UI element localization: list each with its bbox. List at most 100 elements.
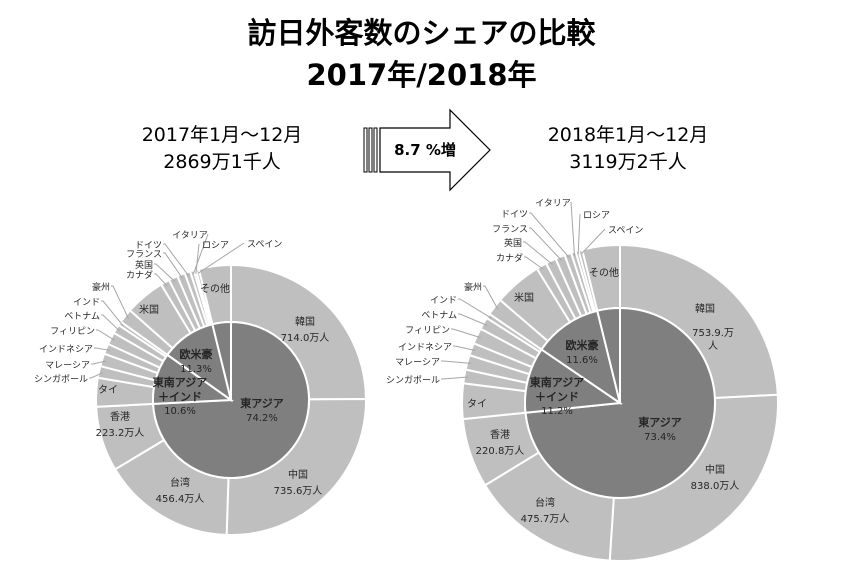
inner-label: 東南アジア＋インド [530, 375, 585, 403]
growth-rate-label: 8.7 %増 [394, 141, 456, 159]
outer-label: ロシア [583, 211, 610, 221]
outer-label: シンガポール [34, 374, 88, 385]
leader-line [580, 228, 606, 255]
leader-line [94, 347, 110, 351]
inner-slice-その他 [596, 306, 621, 404]
outer-label: 香港 [490, 429, 510, 441]
outer-label: フィリピン [50, 326, 95, 337]
sunburst-2017: 東アジア 74.2% 東南アジア＋インド 10.6% 欧米豪 11.3% 韓国 714.0万人… [34, 230, 368, 536]
outer-label: インドネシア [39, 344, 93, 355]
outer-label: マレーシア [395, 358, 440, 368]
value-label: 753.9.万人 [692, 328, 734, 352]
inner-slice-その他 [211, 320, 232, 401]
leader-line [577, 213, 581, 255]
inner-pct: 11.2% [541, 406, 573, 417]
outer-label: 米国 [514, 291, 534, 304]
left-chart-header: 2017年1月～12月 2869万1千人 [112, 122, 332, 176]
outer-label: マレーシア [45, 361, 90, 371]
leader-line [111, 285, 129, 319]
leader-line [96, 329, 115, 341]
outer-label: ベトナム [64, 311, 100, 322]
inner-pct: 74.2% [246, 413, 278, 424]
outer-label: ドイツ [135, 241, 162, 251]
outer-label: その他 [589, 266, 619, 279]
outer-label: イタリア [172, 230, 208, 241]
inner-slice-東南アジア＋インド [524, 348, 623, 414]
chart-title: 訪日外客数のシェアの比較 [247, 16, 596, 50]
chart-subtitle-years: 2017年/2018年 [306, 58, 537, 92]
leader-line [198, 242, 245, 274]
inner-label: 東アジア [240, 396, 284, 410]
inner-label: 東アジア [638, 415, 682, 429]
leader-line [163, 252, 183, 279]
leader-line [154, 273, 168, 287]
leader-line [441, 376, 469, 380]
outer-label: その他 [200, 282, 230, 295]
leader-line [89, 372, 104, 379]
outer-label: インド [430, 296, 457, 306]
leader-line [451, 328, 481, 339]
outer-label: 台湾 [535, 496, 555, 509]
value-label: 220.8万人 [476, 445, 525, 457]
outer-label: インドネシア [398, 342, 452, 353]
outer-label: 韓国 [695, 303, 715, 315]
value-label: 838.0万人 [691, 480, 740, 492]
inner-pct: 73.4% [644, 432, 676, 443]
leader-line [524, 256, 544, 270]
leader-line [570, 201, 576, 256]
value-label: 714.0万人 [281, 332, 330, 344]
outer-label: 英国 [135, 259, 153, 271]
outer-label: 豪州 [464, 281, 482, 293]
outer-label: 米国 [139, 303, 159, 316]
value-label: 456.4万人 [156, 493, 205, 505]
inner-label: 東南アジア＋インド [153, 375, 208, 403]
outer-label: 韓国 [295, 316, 315, 328]
right-chart-header: 2018年1月～12月 3119万2千人 [518, 122, 738, 176]
outer-label: タイ [467, 398, 487, 410]
inner-pct: 11.3% [180, 364, 212, 375]
outer-label: 香港 [110, 411, 130, 423]
left-period: 2017年1月～12月 [141, 124, 303, 146]
outer-label: フランス [126, 249, 162, 260]
outer-label: イタリア [535, 198, 571, 209]
inner-label: 欧米豪 [566, 338, 599, 352]
leader-line [453, 345, 476, 352]
outer-label: ドイツ [501, 210, 528, 220]
outer-label: ロシア [202, 241, 229, 251]
outer-label: フィリピン [405, 325, 450, 336]
outer-label: インド [73, 298, 100, 308]
leader-line [101, 300, 124, 327]
outer-label: タイ [98, 384, 118, 396]
outer-label: 豪州 [92, 281, 110, 293]
outer-label: カナダ [126, 269, 153, 281]
outer-label: 英国 [504, 237, 522, 249]
outer-label: スペイン [247, 240, 282, 250]
outer-label: スペイン [608, 226, 643, 236]
right-period: 2018年1月～12月 [547, 124, 709, 146]
outer-label: 中国 [288, 468, 308, 481]
sunburst-2018: 東アジア 73.4% 東南アジア＋インド 11.2% 欧米豪 11.6% 韓国 753.9.万… [386, 198, 779, 562]
left-total: 2869万1千人 [163, 151, 281, 173]
leader-line [458, 298, 492, 319]
inner-slice-欧米豪 [540, 309, 622, 406]
leader-line [154, 263, 176, 283]
outer-label: ベトナム [421, 310, 457, 321]
leader-line [523, 241, 553, 265]
leader-line [529, 227, 562, 261]
outer-label: カナダ [496, 252, 523, 264]
outer-label: フランス [492, 224, 528, 235]
leader-line [458, 313, 488, 326]
right-total: 3119万2千人 [569, 151, 687, 173]
outer-label: 中国 [705, 463, 725, 476]
leader-line [192, 233, 209, 275]
leader-line [163, 243, 190, 277]
leader-line [529, 212, 570, 258]
leader-line [101, 314, 120, 332]
value-label: 223.2万人 [96, 427, 145, 439]
leader-line [441, 360, 472, 364]
value-label: 475.7万人 [521, 513, 570, 525]
inner-pct: 10.6% [164, 406, 196, 417]
outer-label: 台湾 [170, 476, 190, 489]
outer-label: シンガポール [386, 375, 440, 386]
